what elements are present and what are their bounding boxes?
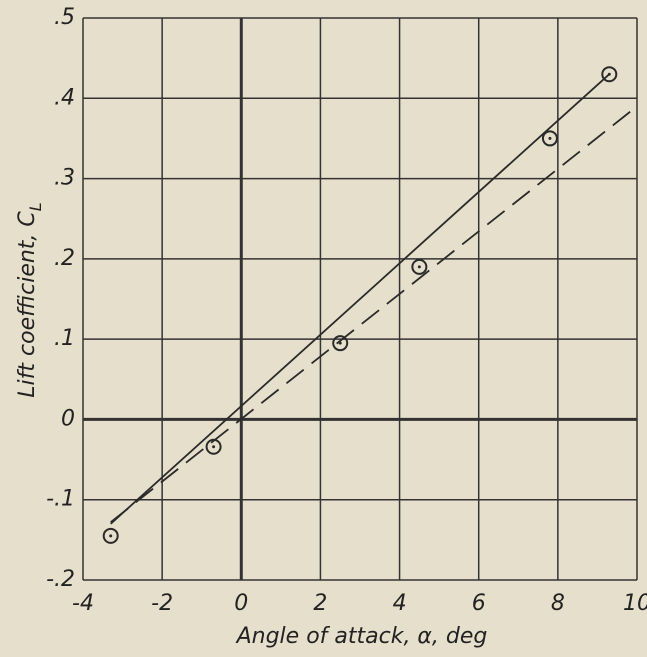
x-tick-label: 8 — [551, 591, 565, 616]
y-tick-label: .1 — [54, 326, 75, 351]
line-series — [110, 73, 610, 525]
y-tick-label: .5 — [54, 5, 75, 30]
y-axis-label: Lift coefficient, CL — [15, 202, 45, 397]
data-point — [332, 335, 349, 352]
data-point — [205, 438, 222, 455]
data-point-center — [109, 534, 113, 538]
data-point — [541, 130, 558, 147]
y-tick-label: .3 — [54, 166, 75, 191]
line-series — [110, 105, 638, 523]
x-tick-label: 4 — [393, 591, 407, 616]
data-point-center — [548, 136, 552, 140]
y-tick-label: .4 — [54, 85, 75, 110]
data-point — [102, 527, 119, 544]
y-tick-label: -.1 — [46, 487, 75, 512]
x-tick-label: 10 — [623, 591, 647, 616]
x-tick-label: -4 — [72, 591, 94, 616]
x-axis-label-text: Angle of attack, α, deg — [235, 624, 488, 649]
y-tick-label: 0 — [61, 406, 75, 431]
x-tick-label: 6 — [472, 591, 486, 616]
data-point-center — [417, 265, 421, 269]
y-axis-label-text: Lift coefficient, C — [15, 211, 40, 398]
x-tick-label: -2 — [151, 591, 173, 616]
x-tick-label: 0 — [234, 591, 248, 616]
y-axis-label-sub: L — [26, 202, 45, 211]
data-point-center — [212, 445, 216, 449]
x-tick-label: 2 — [313, 591, 327, 616]
y-tick-label: .2 — [54, 246, 75, 271]
data-point — [411, 258, 428, 275]
x-axis-label: Angle of attack, α, deg — [235, 624, 488, 649]
data-point — [601, 66, 618, 83]
y-tick-label: -.2 — [46, 567, 75, 592]
